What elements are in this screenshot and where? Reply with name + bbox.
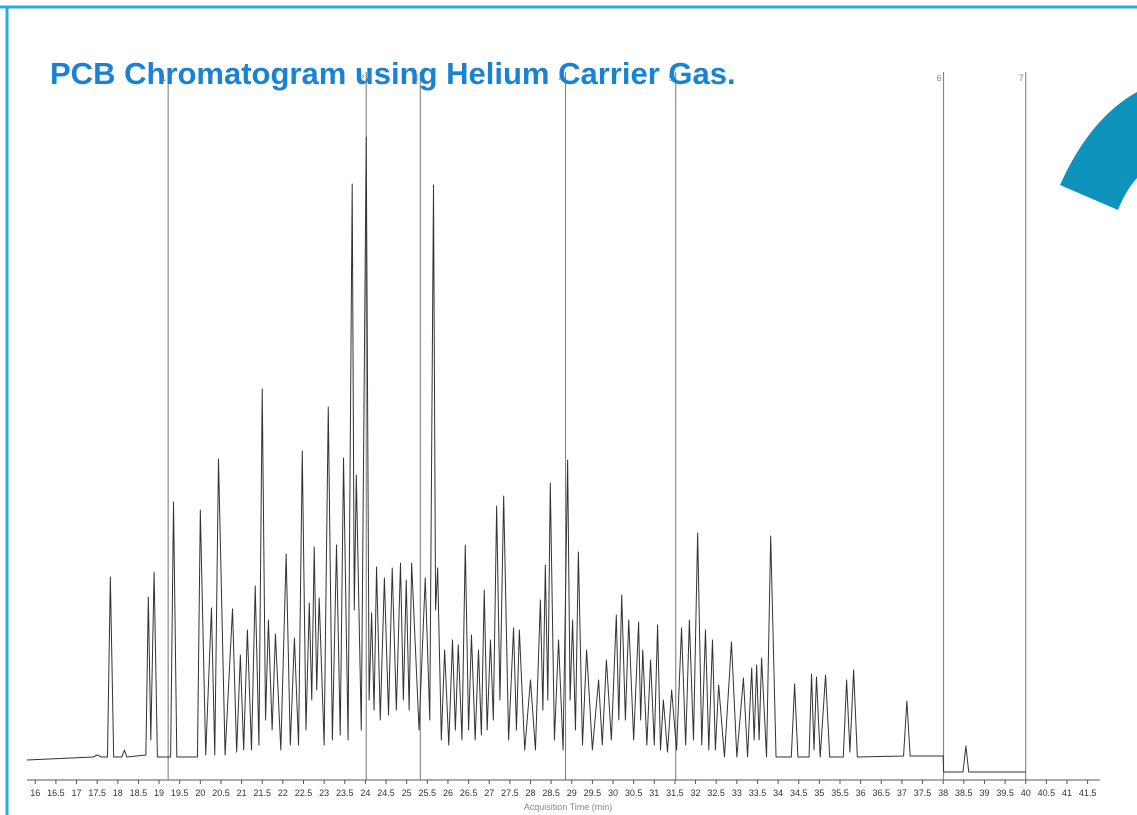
x-tick-label: 30.5	[625, 788, 643, 798]
x-tick-label: 22	[278, 788, 288, 798]
x-axis-title: Acquisition Time (min)	[524, 802, 613, 812]
x-tick-label: 38	[938, 788, 948, 798]
x-tick-label: 36.5	[873, 788, 891, 798]
x-tick-label: 40	[1021, 788, 1031, 798]
x-tick-label: 25	[402, 788, 412, 798]
x-tick-label: 20.5	[212, 788, 230, 798]
x-tick-label: 20	[195, 788, 205, 798]
x-tick-label: 16.5	[47, 788, 65, 798]
marker-label: 6	[937, 73, 942, 83]
x-tick-label: 19	[154, 788, 164, 798]
x-tick-label: 28.5	[542, 788, 560, 798]
x-tick-label: 22.5	[295, 788, 313, 798]
x-tick-label: 35	[814, 788, 824, 798]
x-tick-label: 23.5	[336, 788, 354, 798]
x-tick-label: 24.5	[377, 788, 395, 798]
marker-label: 5	[669, 73, 674, 83]
x-tick-label: 16	[30, 788, 40, 798]
x-tick-label: 33.5	[749, 788, 767, 798]
x-tick-label: 24	[360, 788, 370, 798]
x-tick-label: 27	[484, 788, 494, 798]
x-tick-label: 17.5	[88, 788, 106, 798]
x-tick-label: 34.5	[790, 788, 808, 798]
x-tick-label: 21	[237, 788, 247, 798]
x-tick-label: 27.5	[501, 788, 519, 798]
x-tick-label: 18.5	[130, 788, 148, 798]
x-tick-label: 34	[773, 788, 783, 798]
x-tick-label: 26.5	[460, 788, 478, 798]
marker-label: 1	[161, 73, 166, 83]
x-tick-label: 37	[897, 788, 907, 798]
x-tick-label: 30	[608, 788, 618, 798]
x-tick-label: 17	[72, 788, 82, 798]
marker-label: 7	[1019, 73, 1024, 83]
x-tick-label: 29	[567, 788, 577, 798]
marker-label: 3	[413, 73, 418, 83]
x-tick-label: 26	[443, 788, 453, 798]
x-tick-label: 41	[1062, 788, 1072, 798]
x-tick-label: 38.5	[955, 788, 973, 798]
x-tick-label: 18	[113, 788, 123, 798]
x-tick-label: 36	[856, 788, 866, 798]
x-tick-label: 32	[691, 788, 701, 798]
x-tick-label: 35.5	[831, 788, 849, 798]
x-tick-label: 32.5	[707, 788, 725, 798]
x-tick-label: 37.5	[914, 788, 932, 798]
chart-title: PCB Chromatogram using Helium Carrier Ga…	[50, 56, 736, 91]
x-tick-label: 23	[319, 788, 329, 798]
marker-label: 2	[359, 73, 364, 83]
x-tick-label: 39	[979, 788, 989, 798]
x-tick-label: 31	[649, 788, 659, 798]
x-tick-label: 31.5	[666, 788, 684, 798]
x-tick-label: 39.5	[996, 788, 1014, 798]
x-tick-label: 29.5	[584, 788, 602, 798]
decorative-arc	[1060, 92, 1137, 210]
x-tick-label: 40.5	[1038, 788, 1056, 798]
x-tick-label: 21.5	[253, 788, 271, 798]
trace	[26, 136, 1026, 773]
x-tick-label: 41.5	[1079, 788, 1097, 798]
plot: 16 16.5 17 17.5 18 18.5 19 19.5 20 20.5 21 21.5 22 22…	[26, 72, 1100, 798]
x-tick-label: 33	[732, 788, 742, 798]
x-tick-label: 19.5	[171, 788, 189, 798]
marker-label: 4	[559, 73, 564, 83]
x-tick-label: 28	[525, 788, 535, 798]
x-tick-label: 25.5	[419, 788, 437, 798]
